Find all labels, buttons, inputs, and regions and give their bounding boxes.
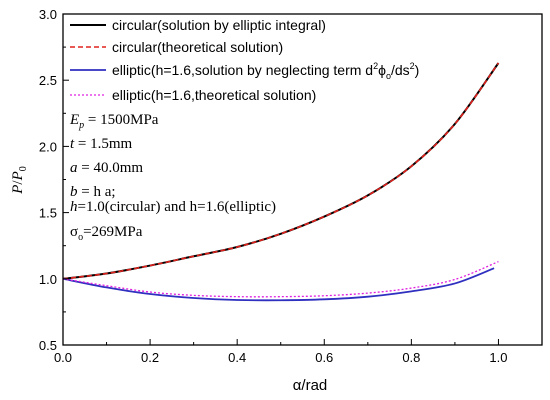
y-tick-label: 1.5 [39, 206, 57, 221]
y-tick-label: 3.0 [39, 7, 57, 22]
x-tick-label: 0.0 [54, 350, 72, 365]
x-tick-label: 0.4 [228, 350, 246, 365]
annotation-yield-stress: σo=269MPa [70, 224, 143, 243]
y-tick-label: 2.5 [39, 73, 57, 88]
annotation-youngs-modulus: Ep = 1500MPa [69, 112, 159, 131]
ticks-layer: 0.0 0.2 0.4 0.6 0.8 1.0 0.5 1.0 1.5 2.0 2.5 3.0 [39, 7, 543, 365]
x-tick-label: 0.8 [402, 350, 420, 365]
x-tick-label: 1.0 [489, 350, 507, 365]
y-tick-label: 0.5 [39, 338, 57, 353]
legend-label-circular-elliptic-integral: circular(solution by elliptic integral) [112, 17, 326, 33]
legend: circular(solution by elliptic integral) … [70, 17, 419, 103]
y-tick-label: 1.0 [39, 272, 57, 287]
annotation-thickness: t = 1.5mm [70, 136, 133, 152]
legend-label-elliptic-neglecting: elliptic(h=1.6,solution by neglecting te… [112, 61, 419, 81]
x-axis-label: α/rad [293, 377, 328, 394]
legend-label-circular-theoretical: circular(theoretical solution) [112, 39, 283, 55]
legend-label-elliptic-theoretical: elliptic(h=1.6,theoretical solution) [112, 87, 316, 103]
annotation-aspect-ratio: h=1.0(circular) and h=1.6(elliptic) [70, 199, 276, 215]
series-line-2 [62, 62, 500, 280]
series-layer [62, 62, 500, 302]
annotation-semi-axis-a: a = 40.0mm [70, 160, 143, 176]
parameter-annotations: Ep = 1500MPa t = 1.5mm a = 40.0mm b = h … [69, 112, 276, 243]
x-tick-label: 0.2 [141, 350, 159, 365]
series-line-3 [62, 267, 495, 302]
annotation-semi-axis-b: b = h a; [70, 184, 116, 200]
x-tick-label: 0.6 [315, 350, 333, 365]
y-axis-label: P/P0 [10, 166, 29, 195]
y-tick-label: 2.0 [39, 139, 57, 154]
